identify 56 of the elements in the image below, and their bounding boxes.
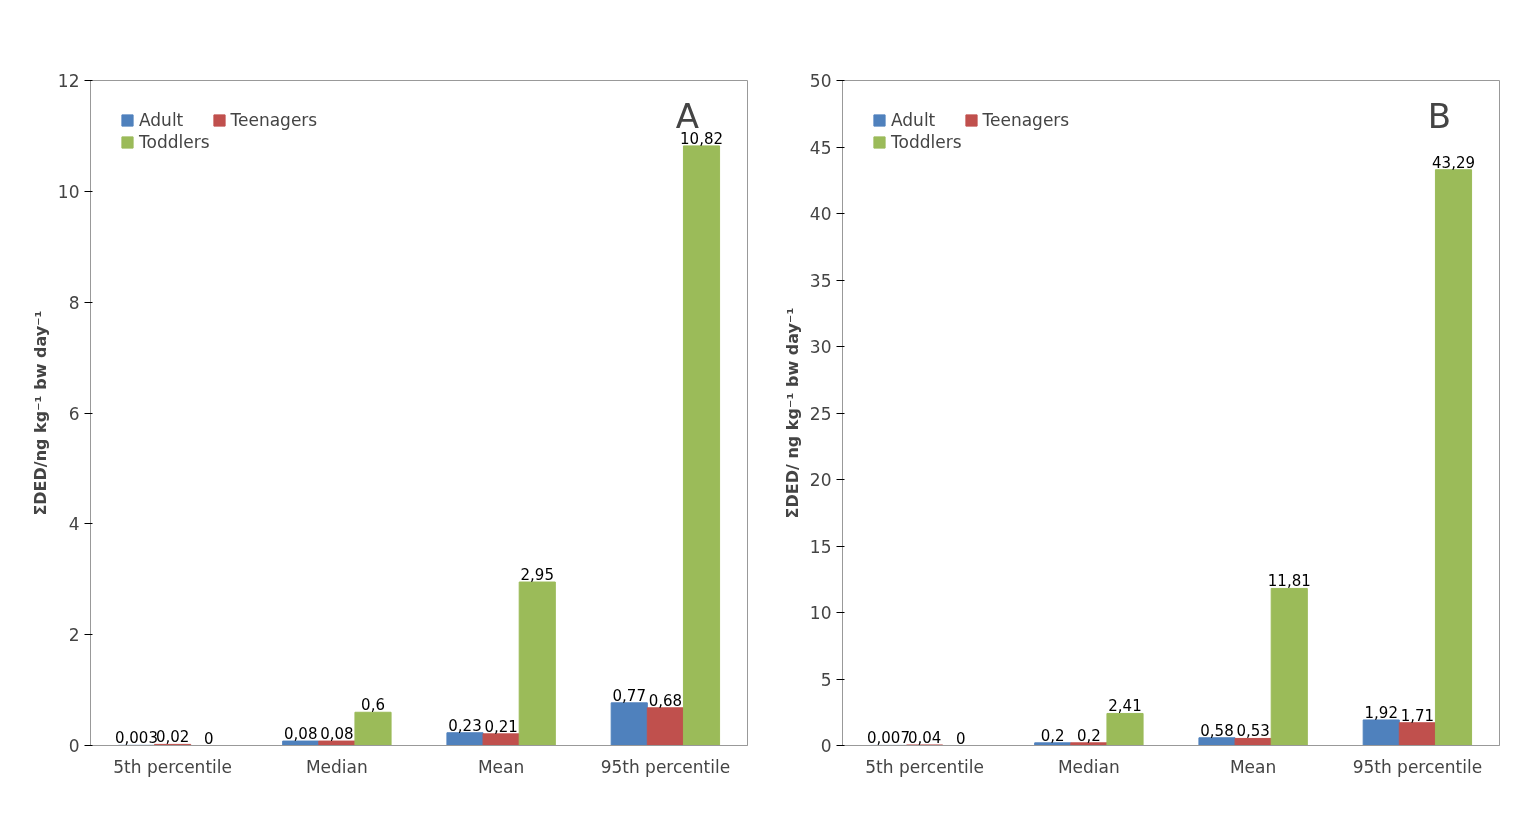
y-axis-title: ΣDED/ ng kg⁻¹ bw day⁻¹ [782,307,802,519]
annotation: B [1427,95,1452,136]
x-tick-label: Median [305,756,368,777]
y-tick-label: 2 [68,625,80,646]
x-tick-label: Mean [477,756,525,777]
data-label: 0,08 [320,725,354,744]
y-tick-label: 35 [809,270,832,291]
y-tick-label: 10 [809,603,832,623]
y-tick-label: 30 [809,337,832,357]
data-label: 0,2 [1076,726,1101,745]
y-tick-label: 15 [809,536,832,557]
x-tick-label: 95th percentile [1352,756,1483,777]
data-label: 43,29 [1432,153,1475,172]
legend-label: Adult [139,110,184,130]
data-label: 0,003 [115,729,158,748]
x-tick-label: Mean [1229,756,1277,777]
legend-label: Toddlers [891,132,962,152]
data-label: 2,95 [520,566,554,585]
data-label: 0,77 [612,686,646,705]
legend-label: Toddlers [139,132,210,152]
data-label: 0,21 [484,717,518,736]
data-label: 0,08 [284,725,318,744]
y-tick-label: 0 [68,736,80,756]
data-label: 0,53 [1236,722,1270,741]
data-label: 0,007 [867,729,910,748]
data-label: 11,81 [1267,572,1311,591]
y-tick-label: 4 [68,514,80,535]
y-tick-label: 45 [809,137,832,158]
y-tick-label: 0 [820,736,832,756]
data-label: 2,41 [1108,697,1142,716]
y-tick-label: 25 [809,403,832,424]
data-label: 1,71 [1400,706,1435,725]
y-tick-label: 10 [57,181,80,202]
y-tick-label: 8 [68,292,80,313]
y-tick-label: 40 [809,204,832,224]
data-label: 0,2 [1040,726,1065,745]
data-label: 0,58 [1200,721,1234,740]
x-tick-label: Median [1057,756,1120,777]
y-tick-label: 20 [809,470,832,490]
y-axis-title: ΣDED/ng kg⁻¹ bw day⁻¹ [30,310,50,516]
data-label: 0 [203,729,214,748]
legend-label: Teenagers [230,110,318,130]
x-tick-label: 95th percentile [600,756,731,777]
data-label: 0,68 [648,691,683,710]
x-tick-label: 5th percentile [113,756,232,777]
y-tick-label: 5 [820,669,832,690]
data-label: 0 [955,729,966,748]
legend-label: Teenagers [982,110,1070,130]
data-label: 1,92 [1364,703,1398,722]
y-tick-label: 12 [57,71,80,91]
data-label: 0,23 [448,716,482,735]
data-label: 0,6 [361,696,385,715]
x-tick-label: 5th percentile [865,756,984,777]
y-tick-label: 50 [809,71,832,91]
y-tick-label: 6 [68,403,80,424]
legend-label: Adult [891,110,936,130]
